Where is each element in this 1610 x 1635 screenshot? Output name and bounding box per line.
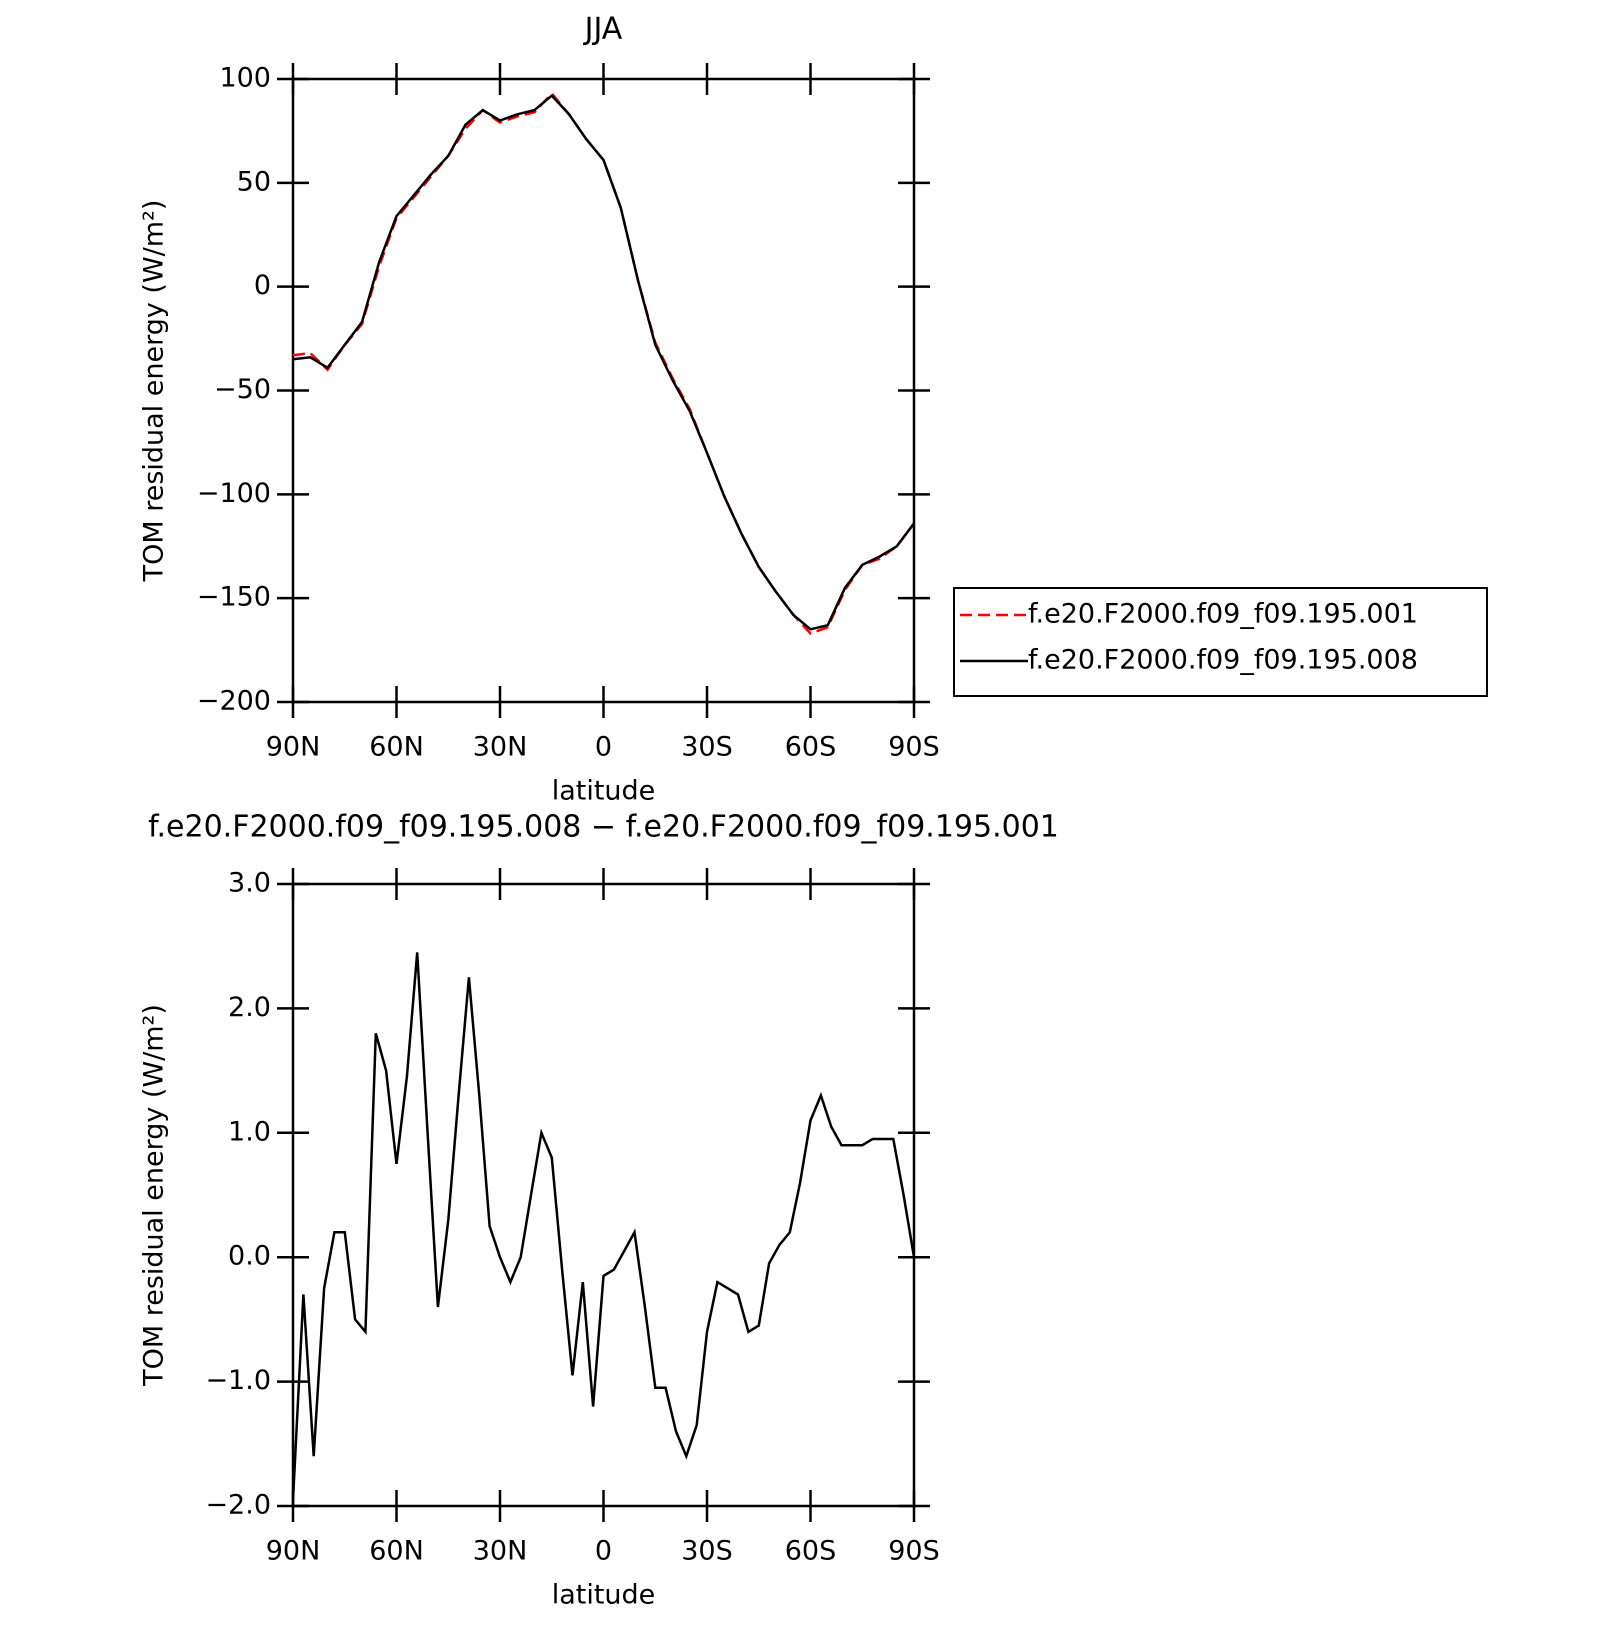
x-tick-label: 0 [595,732,612,763]
x-tick-label: 60S [785,732,837,763]
y-tick-label: 50 [237,166,271,197]
y-tick-label: −1.0 [205,1365,271,1396]
y-tick-label: −200 [197,686,271,717]
chart-title: f.e20.F2000.f09_f09.195.008 − f.e20.F200… [148,810,1059,845]
x-tick-label: 30S [681,1536,733,1567]
x-tick-label: 30N [473,732,528,763]
data-line [291,952,916,1500]
y-tick-label: 1.0 [228,1116,271,1147]
x-tick-label: 60N [369,732,424,763]
x-tick-label: 60N [369,1536,424,1567]
x-tick-label: 90N [266,732,321,763]
y-axis-label: TOM residual energy (W/m²) [139,1004,170,1387]
y-tick-label: 2.0 [228,992,271,1023]
legend-label: f.e20.F2000.f09_f09.195.001 [1028,599,1418,630]
x-tick-label: 30S [681,732,733,763]
x-tick-label: 30N [473,1536,528,1567]
y-tick-label: −150 [197,582,271,613]
y-tick-label: 3.0 [228,868,271,899]
chart-title: JJA [583,12,623,47]
plot-frame [291,882,916,1508]
y-tick-label: −100 [197,478,271,509]
y-tick-label: 0 [254,270,271,301]
data-line [292,91,915,635]
y-tick-label: −50 [214,374,271,405]
legend-box [953,587,1488,697]
y-axis-label: TOM residual energy (W/m²) [139,200,170,583]
plot-frame [291,77,916,704]
data-line [292,93,915,631]
x-tick-label: 0 [595,1536,612,1567]
x-axis-label: latitude [552,776,656,807]
x-tick-label: 90S [888,1536,940,1567]
y-tick-label: 100 [219,63,271,94]
x-tick-label: 60S [785,1536,837,1567]
y-tick-label: −2.0 [205,1490,271,1521]
x-tick-label: 90N [266,1536,321,1567]
x-axis-label: latitude [552,1580,656,1611]
x-tick-label: 90S [888,732,940,763]
y-tick-label: 0.0 [228,1241,271,1272]
legend-label: f.e20.F2000.f09_f09.195.008 [1028,645,1418,676]
